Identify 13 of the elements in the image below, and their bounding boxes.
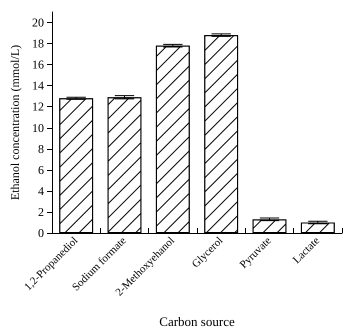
y-tick-label: 8	[38, 142, 44, 156]
y-tick-label: 16	[32, 58, 44, 72]
y-tick-label: 2	[38, 204, 44, 219]
y-tick-label: 20	[32, 16, 44, 30]
y-tick-label: 4	[38, 184, 44, 198]
y-tick-label: 6	[38, 162, 44, 177]
y-tick-label: 12	[32, 100, 44, 114]
y-tick-label: 0	[38, 226, 44, 240]
y-axis-title: Ethanol concentration (mmol/L)	[8, 44, 22, 200]
y-tick-label: 10	[32, 120, 44, 135]
x-axis-title: Carbon source	[159, 314, 235, 329]
y-tick-label: 18	[32, 36, 44, 51]
y-tick-label: 14	[32, 78, 44, 93]
